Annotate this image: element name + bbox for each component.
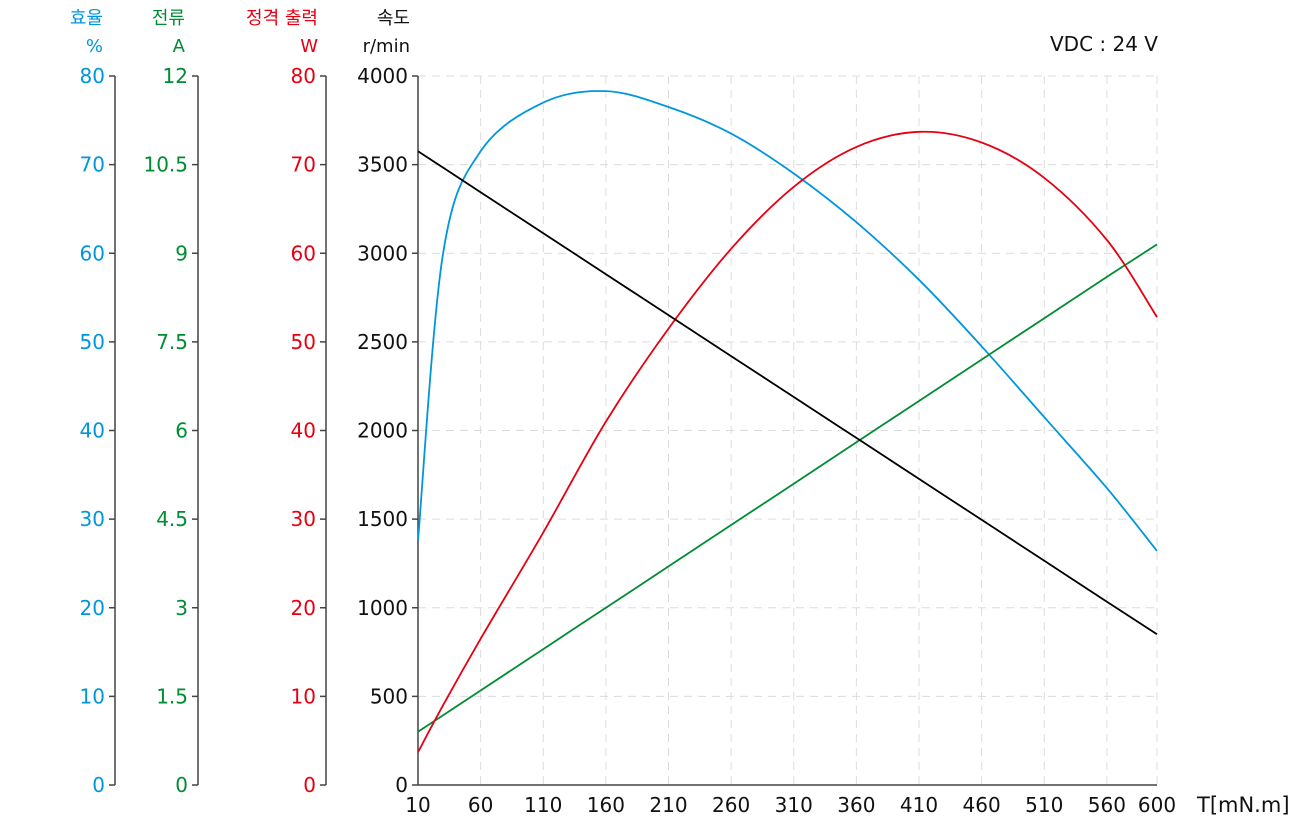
tick-label: 3000 (357, 241, 408, 265)
tick-label: 0 (395, 773, 408, 797)
tick-label: 1.5 (156, 684, 188, 708)
tick-label: 0 (92, 773, 105, 797)
tick-label: 0 (303, 773, 316, 797)
curve-speed (417, 150, 1158, 636)
tick-label: 50 (80, 330, 105, 354)
tick-label: 30 (80, 507, 105, 531)
tick-label: 2000 (357, 419, 408, 443)
tick-label: 30 (291, 507, 316, 531)
axis-title: 속도 (377, 8, 410, 29)
tick-label: 80 (80, 64, 105, 88)
tick-label: 80 (291, 64, 316, 88)
y-axis-speed: 0 500 1000 1500 2000 2500 3000 3500 4000 속도 r/min (357, 8, 419, 797)
tick-label: 50 (291, 330, 316, 354)
tick-label: 3500 (357, 153, 408, 177)
tick-label: 2500 (357, 330, 408, 354)
curve-output (417, 130, 1158, 753)
tick-label: 20 (291, 596, 316, 620)
tick-label: 40 (80, 419, 105, 443)
y-axes: 0 10 20 30 40 50 60 70 80 효율% 0 1.5 3 4.5 6 7.5 9 10.5 12 전… (70, 8, 419, 797)
axis-unit: r/min (363, 36, 410, 57)
tick-label: 1500 (357, 507, 408, 531)
x-tick-label: 560 (1088, 793, 1126, 817)
tick-label: 40 (291, 419, 316, 443)
tick-label: 1000 (357, 596, 408, 620)
tick-label: 3 (175, 596, 188, 620)
x-tick-label: 600 (1138, 793, 1176, 817)
axis-unit: % (86, 36, 103, 57)
tick-label: 12 (163, 64, 188, 88)
x-tick-label: 310 (775, 793, 813, 817)
axis-title: 효율 (70, 8, 103, 29)
tick-label: 60 (80, 241, 105, 265)
tick-label: 4000 (357, 64, 408, 88)
tick-label: 9 (175, 241, 188, 265)
axis-unit: W (300, 36, 318, 57)
x-tick-label: 110 (524, 793, 562, 817)
axis-title: 정격 출력 (246, 8, 318, 29)
tick-label: 70 (80, 153, 105, 177)
voltage-annotation: VDC : 24 V (1050, 32, 1158, 56)
tick-label: 10 (291, 684, 316, 708)
y-axis-current: 0 1.5 3 4.5 6 7.5 9 10.5 12 전류 A (143, 8, 199, 797)
x-tick-label: 60 (468, 793, 493, 817)
curves (417, 90, 1158, 753)
x-tick-label: 10 (405, 793, 430, 817)
y-axis-efficiency: 0 10 20 30 40 50 60 70 80 효율% (70, 8, 116, 797)
tick-label: 4.5 (156, 507, 188, 531)
curve-efficiency (417, 90, 1158, 552)
tick-label: 0 (175, 773, 188, 797)
grid-lines (418, 75, 1158, 785)
axis-title: 전류 (152, 8, 185, 29)
x-tick-label: 360 (837, 793, 875, 817)
axis-unit: A (173, 36, 186, 57)
tick-label: 60 (291, 241, 316, 265)
x-tick-label: 410 (900, 793, 938, 817)
x-tick-label: 210 (649, 793, 687, 817)
x-tick-label: 460 (963, 793, 1001, 817)
tick-label: 6 (175, 419, 188, 443)
tick-label: 10.5 (143, 153, 188, 177)
tick-label: 10 (80, 684, 105, 708)
tick-label: 70 (291, 153, 316, 177)
x-axis: 10 60 110 160 210 260 310 360 410 460 510 560 600 (405, 784, 1176, 817)
curve-current (417, 243, 1158, 733)
y-axis-output: 0 10 20 30 40 50 60 70 80 정격 출력 W (246, 8, 327, 797)
tick-label: 7.5 (156, 330, 188, 354)
tick-label: 500 (370, 684, 408, 708)
x-tick-label: 510 (1025, 793, 1063, 817)
x-tick-label: 160 (587, 793, 625, 817)
x-axis-label: T[mN.m] (1196, 793, 1290, 817)
tick-label: 20 (80, 596, 105, 620)
x-tick-label: 260 (712, 793, 750, 817)
